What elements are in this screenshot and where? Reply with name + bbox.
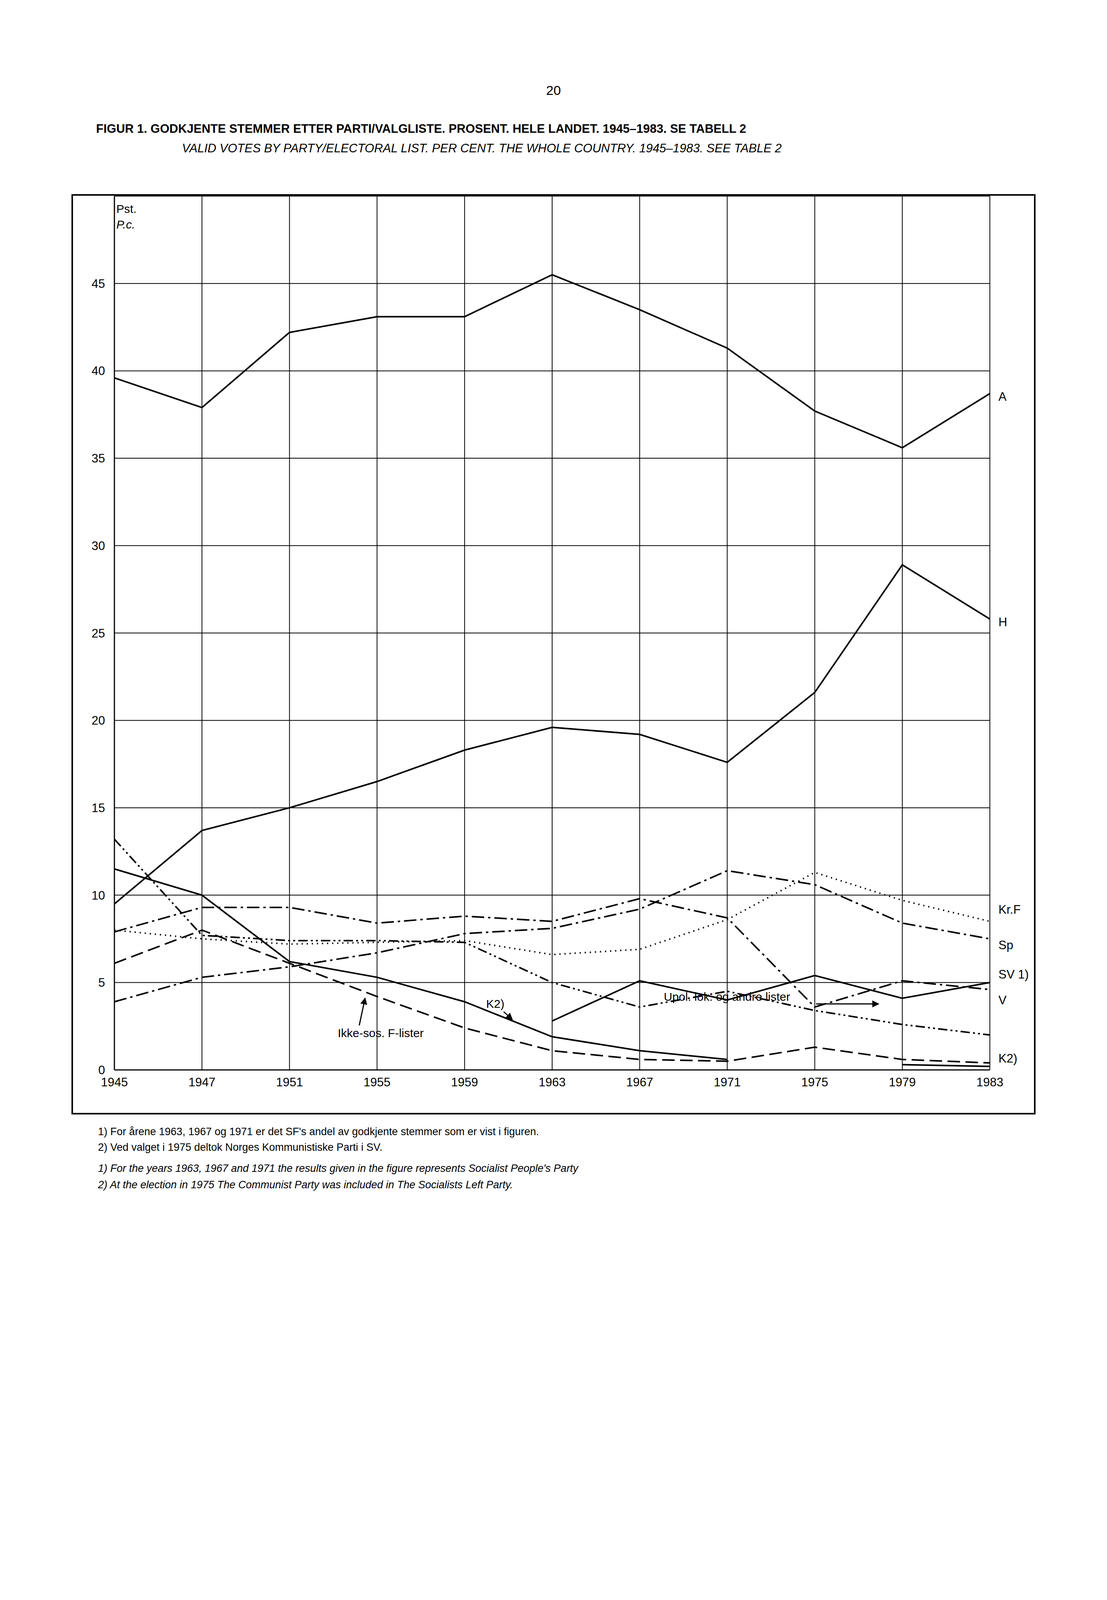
svg-text:1945: 1945 xyxy=(101,1074,129,1089)
svg-text:Pst.: Pst. xyxy=(116,202,137,216)
html-text:2) At the election in 1975 The: 2) At the election in 1975 The Communist… xyxy=(98,1178,513,1191)
svg-text:1959: 1959 xyxy=(451,1074,478,1089)
svg-text:1983: 1983 xyxy=(976,1074,1004,1089)
svg-text:1963: 1963 xyxy=(538,1074,566,1089)
html-text:VALID VOTES BY PARTY/ELECTORAL: VALID VOTES BY PARTY/ELECTORAL LIST. PER… xyxy=(181,141,782,156)
svg-text:Sp: Sp xyxy=(998,937,1014,952)
svg-text:Ikke-sos. F-lister: Ikke-sos. F-lister xyxy=(337,1026,424,1040)
svg-text:45: 45 xyxy=(91,276,106,291)
svg-text:V: V xyxy=(998,992,1007,1007)
svg-text:Upol. lok. og andre lister: Upol. lok. og andre lister xyxy=(663,989,791,1003)
svg-text:15: 15 xyxy=(91,800,106,815)
svg-text:25: 25 xyxy=(91,626,106,640)
svg-text:1955: 1955 xyxy=(363,1074,391,1089)
svg-text:1975: 1975 xyxy=(801,1074,829,1089)
svg-text:1971: 1971 xyxy=(713,1074,741,1089)
svg-text:0: 0 xyxy=(98,1062,106,1077)
html-text:1) For årene 1963, 1967 og 197: 1) For årene 1963, 1967 og 1971 er det S… xyxy=(98,1125,539,1138)
svg-text:10: 10 xyxy=(91,888,106,902)
svg-text:30: 30 xyxy=(91,538,106,553)
svg-text:1967: 1967 xyxy=(626,1074,654,1089)
svg-text:H: H xyxy=(998,615,1008,629)
svg-text:40: 40 xyxy=(91,363,106,378)
svg-text:K2): K2) xyxy=(486,996,505,1010)
svg-text:1947: 1947 xyxy=(188,1074,216,1089)
html-text:2) Ved valget i 1975 deltok No: 2) Ved valget i 1975 deltok Norges Kommu… xyxy=(98,1140,383,1153)
svg-text:Kr.F: Kr.F xyxy=(998,902,1021,917)
svg-text:SV 1): SV 1) xyxy=(998,967,1029,981)
svg-text:5: 5 xyxy=(98,975,106,990)
svg-text:35: 35 xyxy=(91,451,106,466)
svg-text:20: 20 xyxy=(91,713,106,728)
svg-text:P.c.: P.c. xyxy=(116,217,136,231)
html-text:FIGUR 1. GODKJENTE STEMMER ETT: FIGUR 1. GODKJENTE STEMMER ETTER PARTI/V… xyxy=(96,121,747,136)
svg-text:A: A xyxy=(998,389,1007,404)
html-text:20: 20 xyxy=(546,82,561,98)
svg-text:K2): K2) xyxy=(998,1051,1018,1065)
svg-text:1979: 1979 xyxy=(888,1074,916,1089)
html-text:1) For the years 1963, 1967 an: 1) For the years 1963, 1967 and 1971 the… xyxy=(98,1162,579,1174)
svg-text:1951: 1951 xyxy=(276,1074,304,1089)
